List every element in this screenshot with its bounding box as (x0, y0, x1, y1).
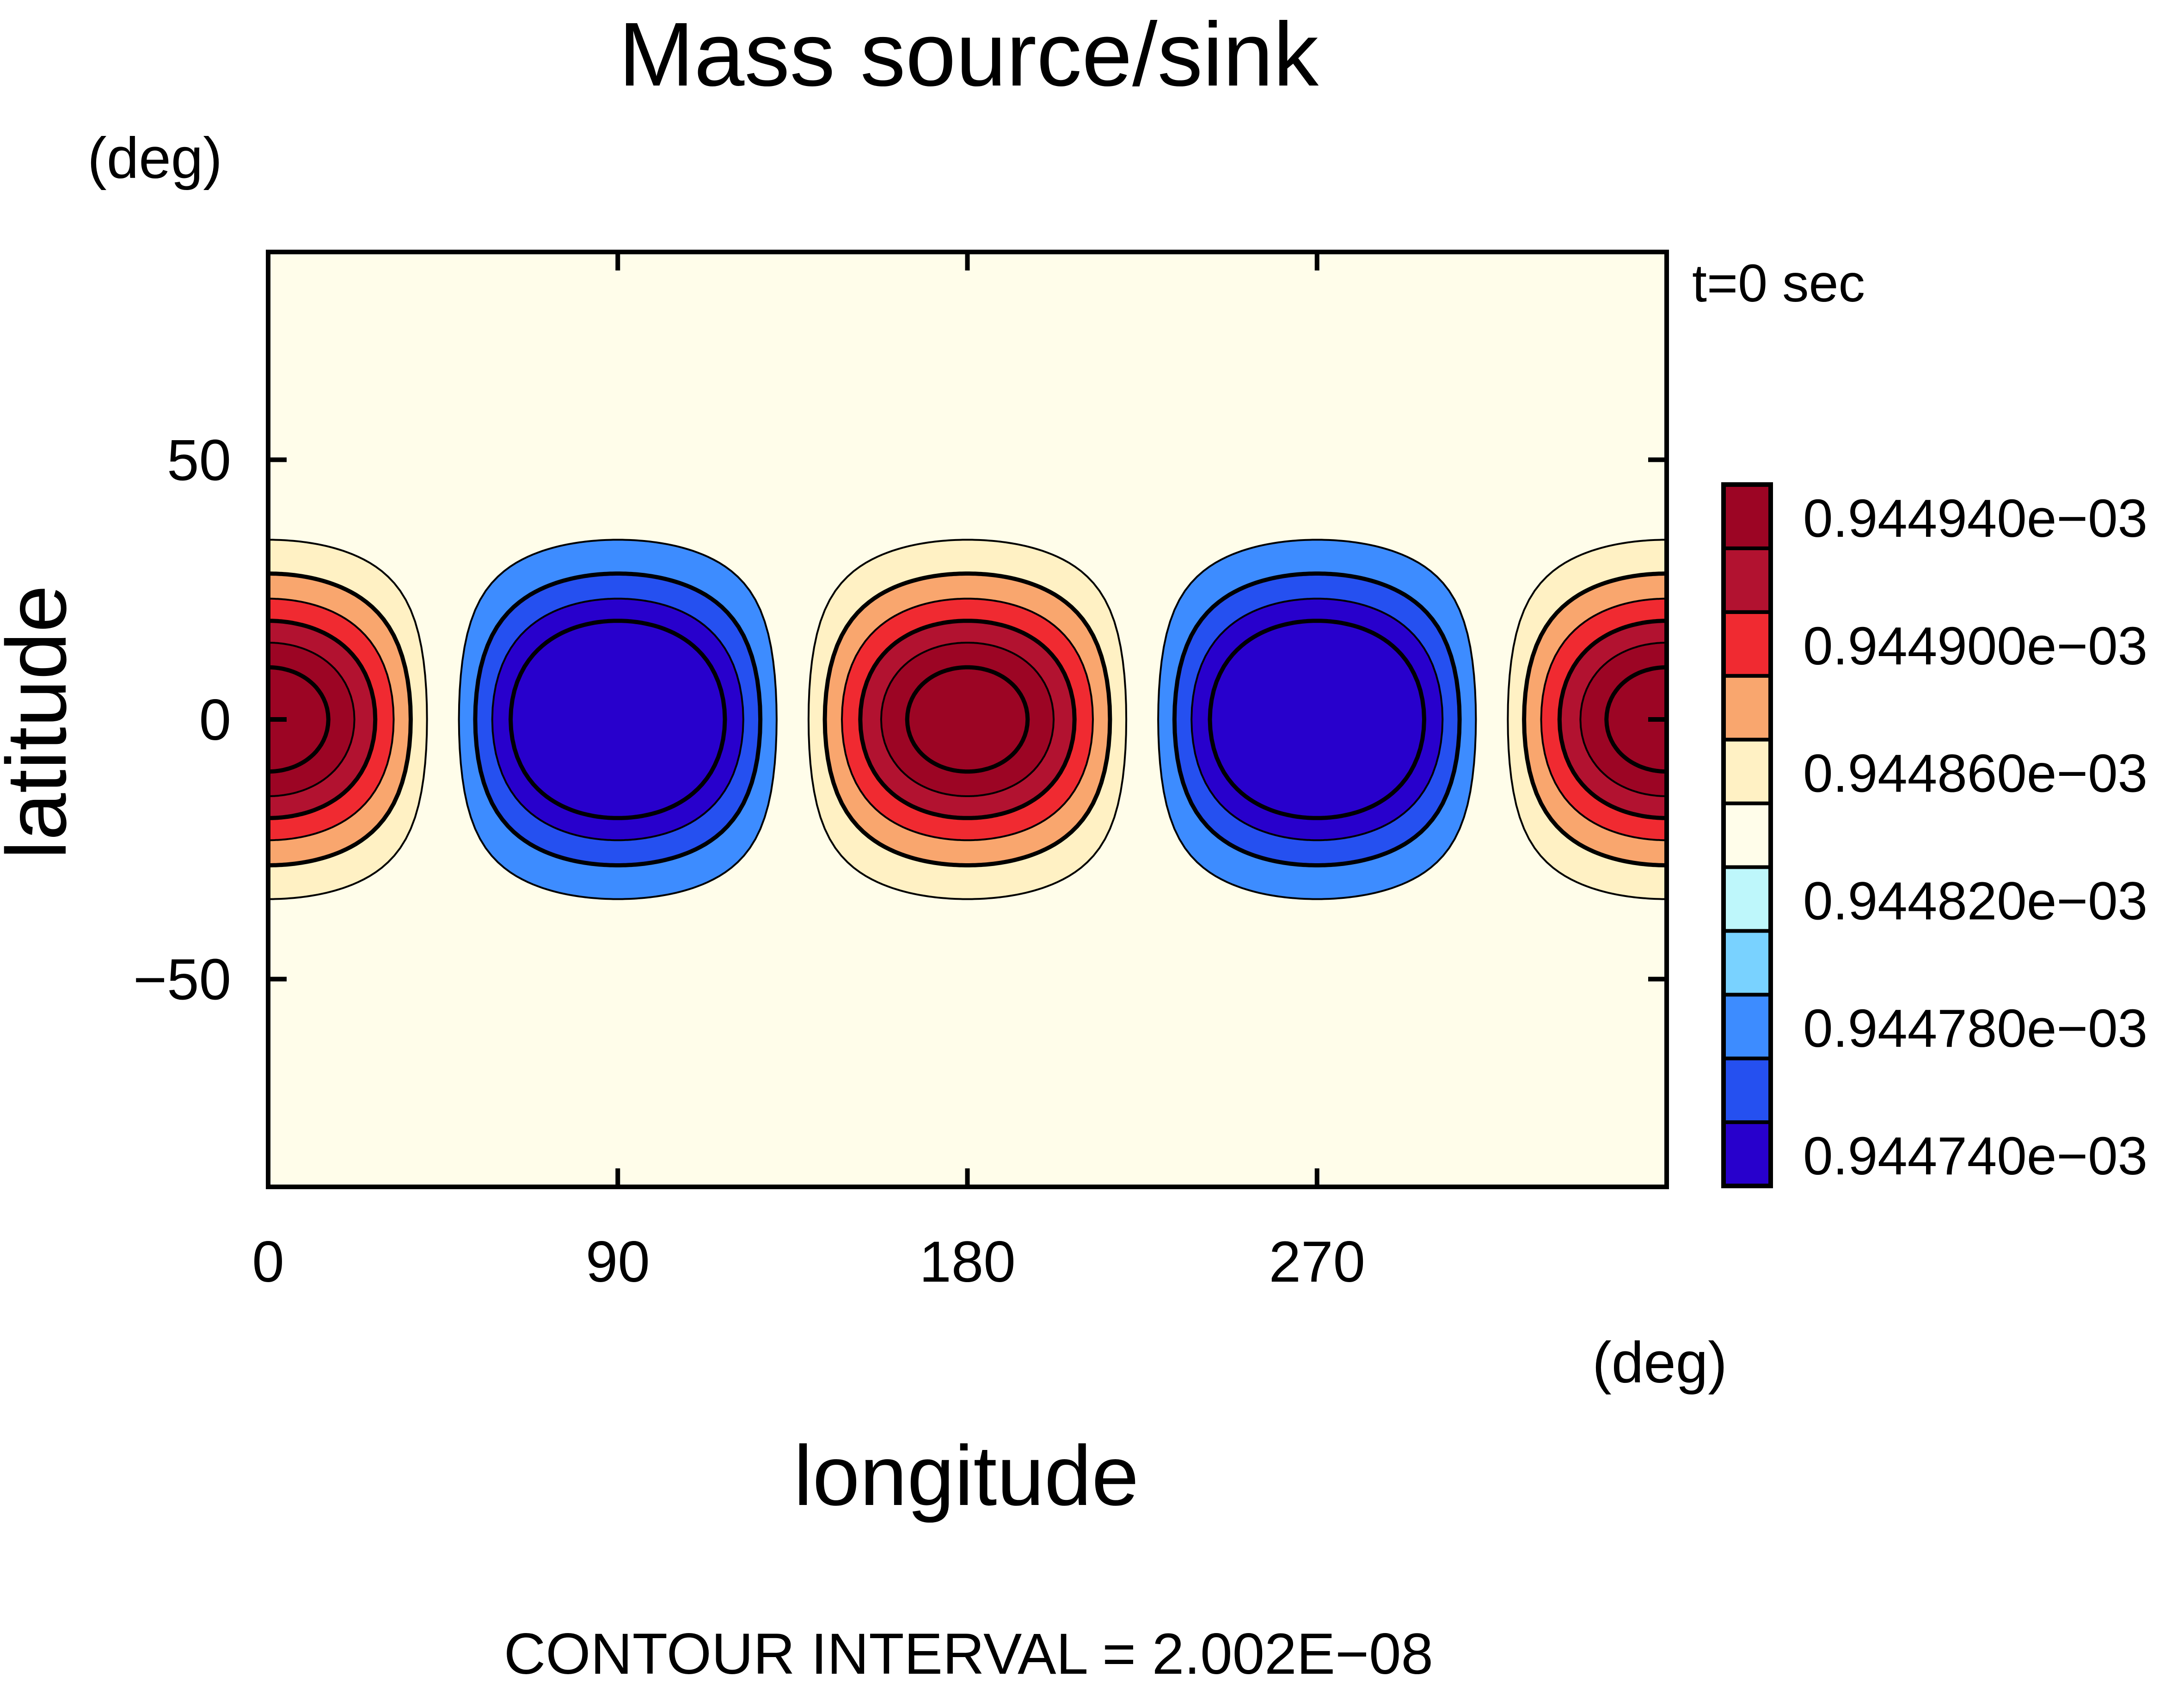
colorbar-label: 0.944900e−03 (1803, 616, 2147, 676)
contour-band (508, 619, 727, 820)
colorbar: 0.944740e−03 0.944780e−03 0.944820e−03 0.94… (1721, 482, 2147, 1188)
x-axis-unit: (deg) (1592, 1331, 1727, 1395)
chart-title: Mass source/sink (619, 4, 1319, 105)
colorbar-label: 0.944740e−03 (1803, 1126, 2147, 1186)
colorbar-label: 0.944820e−03 (1803, 871, 2147, 931)
colorbar-swatch (1722, 993, 1773, 1061)
axes: 0 90 180 270 −50 0 50 (133, 252, 1667, 1294)
x-tick-label: 90 (586, 1230, 650, 1294)
colorbar-swatch (1722, 801, 1773, 869)
contour-band (905, 665, 1030, 774)
colorbar-swatch (1722, 865, 1773, 933)
x-tick-label: 180 (919, 1230, 1016, 1294)
x-tick-label: 0 (252, 1230, 284, 1294)
colorbar-swatch (1722, 1120, 1773, 1188)
colorbar-label: 0.944860e−03 (1803, 743, 2147, 804)
contour-band (1604, 665, 1667, 774)
y-tick-label: −50 (133, 948, 231, 1012)
time-label: t=0 sec (1692, 254, 1865, 313)
colorbar-swatch (1722, 674, 1773, 742)
colorbar-swatch (1722, 1056, 1773, 1124)
y-axis-unit: (deg) (87, 126, 222, 190)
colorbar-swatch (1722, 737, 1773, 805)
plot-area (266, 250, 1669, 1189)
colorbar-label: 0.944780e−03 (1803, 998, 2147, 1058)
contour-layers (268, 539, 1667, 900)
colorbar-frame (1721, 482, 1773, 1188)
contour-band (1208, 619, 1427, 820)
y-axis-label: latitude (0, 585, 84, 859)
contour-band (268, 665, 331, 774)
y-tick-label: 50 (167, 428, 231, 492)
contour-group (268, 539, 1667, 900)
x-axis-label: longitude (794, 1428, 1139, 1523)
colorbar-swatch (1722, 929, 1773, 997)
colorbar-swatch (1722, 483, 1773, 550)
colorbar-label: 0.944940e−03 (1803, 488, 2147, 548)
colorbar-swatch (1722, 546, 1773, 614)
x-tick-label: 270 (1269, 1230, 1365, 1294)
colorbar-swatch (1722, 610, 1773, 678)
contour-interval-note: CONTOUR INTERVAL = 2.002E−08 (504, 1622, 1433, 1686)
y-tick-label: 0 (199, 688, 231, 752)
